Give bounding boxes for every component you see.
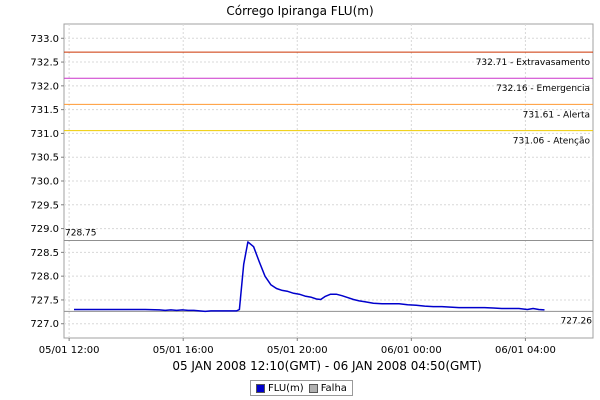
threshold-label: 732.71 - Extravasamento [476, 58, 591, 68]
x-tick-label: 05/01 20:00 [267, 345, 328, 356]
legend-swatch-flu [256, 383, 265, 393]
plot-area: 727.0 727.5 728.0 728.5 729.0 729.5 730.0 730.5… [30, 23, 594, 356]
y-tick-label: 729.0 [30, 224, 59, 235]
threshold-label: 731.06 - Atenção [513, 137, 591, 147]
legend-swatch-falha [308, 383, 318, 393]
y-tick-label: 731.5 [30, 105, 59, 116]
legend-item-flu: FLU(m) [256, 383, 304, 394]
y-tick-label: 729.5 [30, 200, 59, 211]
x-tick-label: 06/01 00:00 [381, 345, 442, 356]
threshold-label: 732.16 - Emergencia [496, 84, 590, 94]
series-line [74, 241, 545, 313]
x-tick-label: 05/01 12:00 [39, 345, 100, 356]
x-tick-label: 06/01 04:00 [495, 345, 556, 356]
marker-label: 728.75 [65, 228, 97, 238]
y-tick-label: 727.0 [30, 319, 59, 330]
chart-subtitle: 05 JAN 2008 12:10(GMT) - 06 JAN 2008 04:… [172, 359, 481, 373]
y-tick-label: 730.5 [30, 153, 59, 164]
y-tick-label: 732.5 [30, 58, 59, 69]
y-tick-label: 728.5 [30, 248, 59, 259]
legend-item-falha: Falha [308, 382, 347, 394]
y-tick-label: 728.0 [30, 272, 59, 283]
chart-title: Córrego Ipiranga FLU(m) [226, 4, 373, 18]
legend-label-flu: FLU(m) [268, 382, 304, 394]
marker-label: 727.26 [561, 316, 593, 326]
y-tick-label: 730.0 [30, 177, 59, 188]
legend-label-falha: Falha [320, 382, 347, 394]
x-tick-label: 05/01 16:00 [153, 345, 214, 356]
y-tick-label: 727.5 [30, 295, 59, 306]
threshold-label: 731.61 - Alerta [523, 110, 590, 120]
y-tick-label: 733.0 [30, 34, 59, 45]
y-tick-label: 732.0 [30, 81, 59, 92]
legend: FLU(m) Falha [250, 380, 353, 396]
y-tick-label: 731.0 [30, 129, 59, 140]
